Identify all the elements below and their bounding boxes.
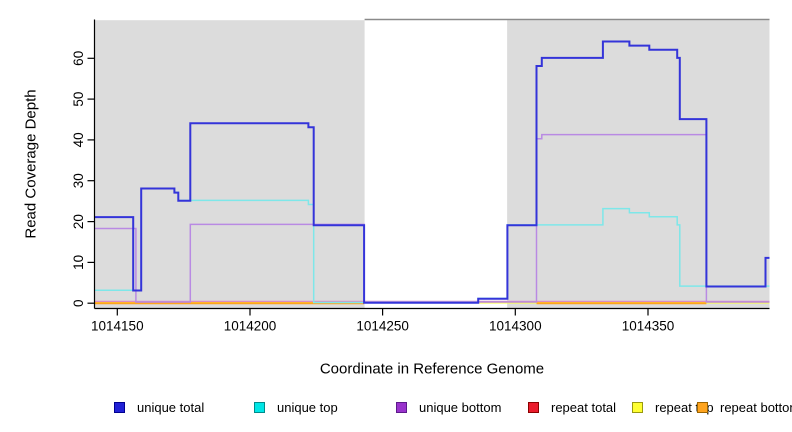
y-tick-label: 0 [71, 299, 86, 307]
x-tick-label: 1014350 [622, 319, 675, 334]
legend-item-unique-total: unique total [114, 399, 204, 415]
repeat-region-shade [94, 20, 365, 309]
legend-item-repeat-total: repeat total [528, 399, 616, 415]
x-tick-label: 1014200 [224, 319, 277, 334]
series-unique-total [94, 40, 770, 304]
legend-item-repeat-bottom: repeat bottom [697, 399, 792, 415]
legend: unique total unique top unique bottom repea… [0, 399, 792, 417]
legend-swatch [528, 401, 539, 413]
y-tick-label: 60 [71, 51, 86, 66]
x-axis-title: Coordinate in Reference Genome [319, 360, 545, 378]
legend-label: repeat total [551, 399, 617, 415]
legend-swatch [632, 401, 643, 413]
y-tick-label: 30 [71, 173, 86, 188]
legend-item-unique-bottom: unique bottom [396, 399, 501, 415]
y-tick-label: 10 [71, 255, 86, 270]
legend-swatch [254, 401, 265, 413]
legend-label: unique top [277, 399, 338, 415]
x-tick-label: 1014250 [356, 319, 409, 334]
legend-label: unique bottom [419, 399, 502, 415]
y-tick-label: 50 [71, 92, 86, 107]
legend-item-unique-top: unique top [254, 399, 338, 415]
legend-swatch [697, 401, 708, 413]
y-axis-title: Read Coverage Depth [22, 89, 40, 239]
x-tick-label: 1014300 [489, 319, 542, 334]
legend-label: repeat bottom [720, 399, 792, 415]
legend-label: unique total [137, 399, 205, 415]
y-tick-label: 40 [71, 132, 86, 147]
y-tick-label: 20 [71, 214, 86, 229]
legend-swatch [396, 401, 407, 413]
legend-swatch [114, 401, 125, 413]
x-tick-label: 1014150 [91, 319, 144, 334]
repeat-region-shade [507, 20, 770, 309]
